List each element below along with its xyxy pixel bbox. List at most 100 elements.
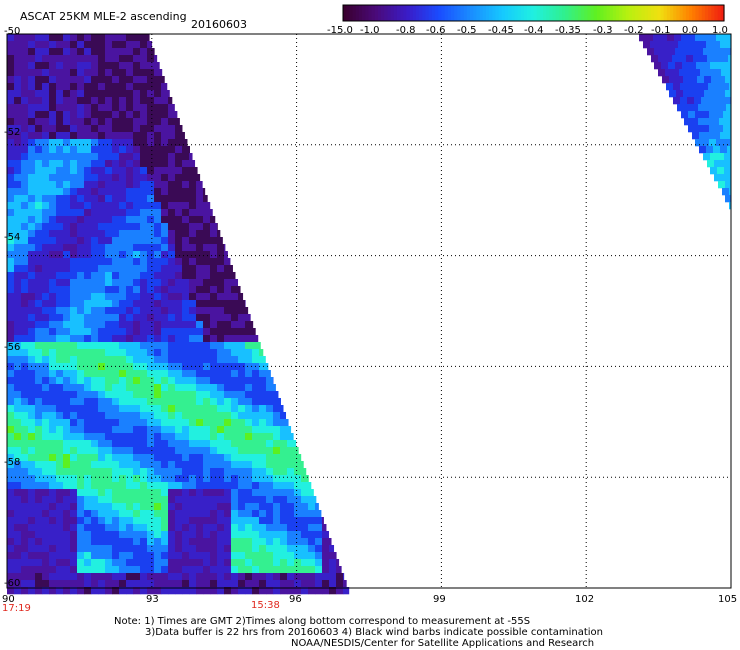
swath-cell	[147, 104, 155, 112]
swath-cell	[210, 272, 218, 280]
colorbar-segment	[647, 5, 652, 21]
swath-cell	[140, 209, 148, 217]
swath-cell	[140, 440, 148, 448]
swath-cell	[91, 174, 99, 182]
swath-cell	[56, 314, 64, 322]
swath-cell	[112, 384, 120, 392]
swath-cell	[91, 538, 99, 546]
swath-cell	[210, 230, 218, 238]
swath-cell	[168, 377, 176, 385]
swath-cell	[147, 286, 155, 294]
swath-cell	[217, 223, 218, 231]
swath-cell	[238, 384, 246, 392]
swath-cell	[42, 510, 50, 518]
swath-cell	[238, 405, 246, 413]
swath-cell	[175, 566, 183, 574]
swath-cell	[147, 167, 155, 175]
swath-cell	[21, 580, 29, 588]
swath-cell	[126, 566, 134, 574]
swath-cell	[49, 545, 57, 553]
swath-cell	[77, 426, 85, 434]
swath-cell	[14, 377, 22, 385]
swath-cell	[688, 125, 696, 133]
swath-cell	[161, 447, 169, 455]
colorbar-segment	[701, 5, 706, 21]
swath-cell	[245, 398, 253, 406]
swath-cell	[49, 83, 57, 91]
swath-cell	[231, 538, 239, 546]
swath-cell	[294, 510, 302, 518]
swath-cell	[70, 146, 78, 154]
swath-cell	[161, 412, 169, 420]
swath-cell	[28, 587, 36, 595]
swath-cell	[189, 447, 197, 455]
swath-cell	[238, 447, 246, 455]
swath-cell	[112, 426, 120, 434]
swath-cell	[70, 419, 78, 427]
swath-cell	[28, 391, 36, 399]
swath-cell	[168, 335, 176, 343]
swath-cell	[273, 580, 281, 588]
swath-cell	[161, 321, 169, 329]
swath-cell	[77, 90, 85, 98]
swath-cell	[168, 468, 176, 476]
swath-cell	[175, 356, 183, 364]
swath-cell	[77, 34, 85, 42]
lon-label: 90	[2, 594, 15, 605]
swath-cell	[266, 426, 274, 434]
swath-cell	[56, 139, 64, 147]
swath-cell	[21, 335, 29, 343]
swath-cell	[35, 230, 43, 238]
swath-cell	[35, 391, 43, 399]
swath-cell	[238, 377, 246, 385]
swath-cell	[119, 293, 127, 301]
swath-cell	[259, 559, 267, 567]
swath-cell	[147, 517, 155, 525]
swath-cell	[56, 244, 64, 252]
swath-cell	[189, 503, 197, 511]
swath-cell	[42, 272, 50, 280]
swath-cell	[28, 55, 36, 63]
swath-cell	[42, 307, 50, 315]
swath-cell	[712, 104, 720, 112]
swath-cell	[168, 160, 176, 168]
swath-cell	[259, 475, 267, 483]
swath-cell	[105, 454, 113, 462]
swath-cell	[182, 146, 190, 154]
swath-cell	[77, 356, 85, 364]
swath-cell	[98, 328, 106, 336]
swath-cell	[175, 335, 183, 343]
swath-cell	[126, 209, 134, 217]
swath-cell	[725, 181, 732, 189]
swath-cell	[119, 195, 127, 203]
swath-cell	[56, 279, 64, 287]
swath-cell	[56, 503, 64, 511]
swath-cell	[210, 328, 218, 336]
swath-cell	[119, 146, 127, 154]
swath-cell	[161, 517, 169, 525]
swath-cell	[28, 174, 36, 182]
lat-label: -54	[4, 232, 21, 243]
swath-cell	[189, 510, 197, 518]
swath-cell	[49, 349, 57, 357]
swath-cell	[196, 545, 204, 553]
swath-cell	[336, 580, 344, 588]
swath-cell	[21, 118, 29, 126]
swath-cell	[77, 76, 85, 84]
swath-cell	[259, 587, 267, 595]
swath-cell	[238, 482, 246, 490]
swath-cell	[14, 384, 22, 392]
colorbar-segment	[587, 5, 592, 21]
swath-cell	[14, 104, 22, 112]
swath-cell	[238, 286, 241, 294]
swath-cell	[161, 573, 169, 581]
swath-cell	[133, 517, 141, 525]
swath-cell	[716, 139, 724, 147]
swath-cell	[112, 419, 120, 427]
swath-cell	[7, 111, 15, 119]
swath-cell	[35, 573, 43, 581]
swath-cell	[175, 412, 183, 420]
swath-cell	[119, 188, 127, 196]
swath-cell	[105, 230, 113, 238]
swath-cell	[175, 167, 183, 175]
